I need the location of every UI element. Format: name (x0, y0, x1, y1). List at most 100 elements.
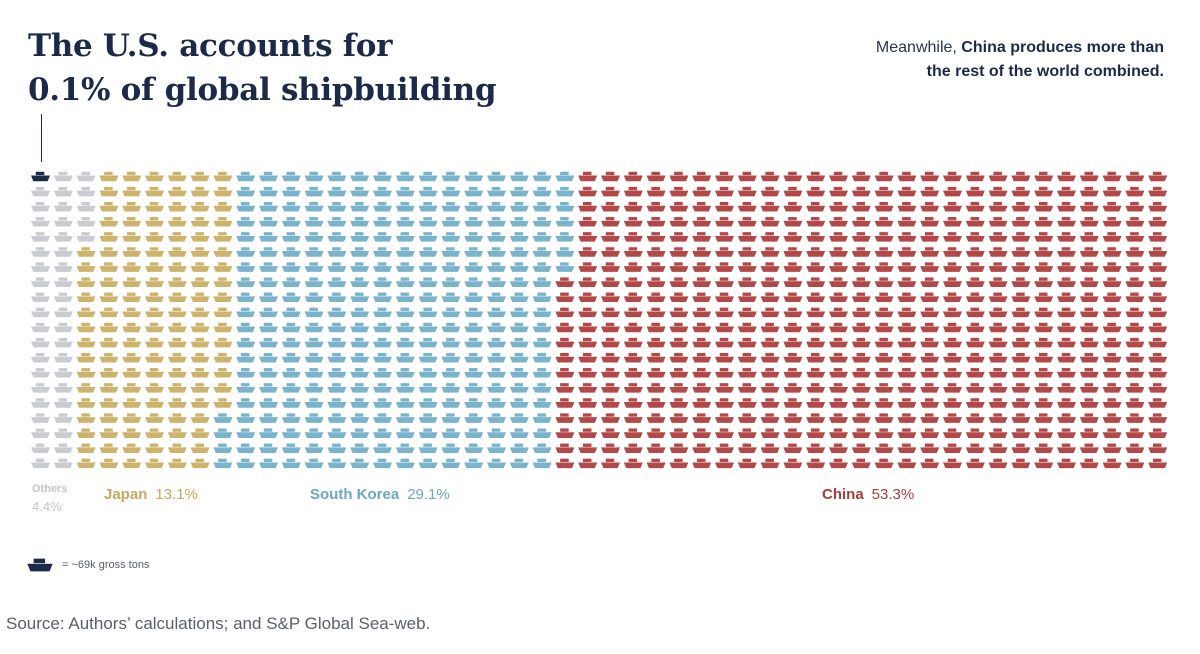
ship-cell-south-korea (350, 428, 370, 438)
ship-cell-china (601, 413, 620, 423)
ship-cell-china (601, 277, 620, 287)
ship-cell-china (578, 413, 598, 423)
ship-cell-others (53, 217, 73, 227)
ship-cell-south-korea (236, 398, 256, 408)
ship-cell-china (1102, 171, 1122, 182)
ship-cell-china (1148, 217, 1168, 227)
ship-cell-japan (76, 383, 96, 393)
ship-cell-south-korea (395, 428, 415, 438)
ship-cell-japan (190, 307, 210, 318)
ship-cell-japan (76, 277, 96, 287)
ship-cell-south-korea (509, 217, 529, 227)
ship-cell-south-korea (532, 171, 552, 182)
ship-cell-japan (213, 232, 233, 242)
ship-cell-china (1148, 428, 1168, 438)
ship-cell-china (737, 337, 757, 348)
ship-cell-china (920, 428, 940, 438)
ship-cell-japan (145, 352, 164, 363)
ship-cell-china (1079, 217, 1099, 227)
ship-cell-china (806, 262, 826, 272)
us-pointer-line (41, 114, 42, 162)
ship-cell-china (1125, 352, 1145, 363)
ship-cell-japan (99, 352, 119, 363)
ship-cell-china (1148, 262, 1168, 272)
ship-cell-china (601, 186, 620, 197)
ship-cell-china (1148, 352, 1168, 363)
ship-cell-others (53, 247, 73, 257)
ship-cell-china (601, 262, 620, 272)
ship-cell-china (1034, 277, 1054, 287)
ship-cell-china (965, 171, 985, 182)
ship-cell-south-korea (281, 201, 301, 212)
ship-cell-china (1102, 352, 1122, 363)
ship-cell-china (1148, 247, 1168, 257)
ship-cell-china (874, 292, 894, 303)
ship-cell-china (1057, 352, 1076, 363)
ship-cell-china (715, 352, 734, 363)
ship-cell-china (692, 413, 712, 423)
ship-cell-south-korea (304, 186, 324, 197)
ship-cell-china (1079, 383, 1099, 393)
ship-cell-china (829, 368, 848, 378)
ship-cell-south-korea (418, 232, 438, 242)
ship-cell-china (920, 368, 940, 378)
chart-title: The U.S. accounts for 0.1% of global shi… (28, 24, 497, 112)
ship-cell-china (1125, 171, 1145, 182)
ship-cell-south-korea (441, 171, 461, 182)
ship-cell-china (555, 428, 575, 438)
ship-cell-china (737, 307, 757, 318)
ship-cell-china (692, 186, 712, 197)
ship-cell-china (1079, 368, 1099, 378)
ship-cell-south-korea (281, 428, 301, 438)
ship-cell-south-korea (441, 337, 461, 348)
note-bold: China produces more than the rest of the… (926, 39, 1164, 80)
ship-cell-china (578, 186, 598, 197)
ship-cell-china (715, 232, 734, 242)
ship-cell-china (920, 398, 940, 408)
ship-cell-china (692, 232, 712, 242)
ship-cell-china (988, 352, 1008, 363)
legend-japan: Japan 13.1% (104, 486, 198, 503)
ship-cell-south-korea (464, 337, 484, 348)
ship-cell-china (920, 232, 940, 242)
japan-pct: 13.1% (155, 486, 198, 503)
ship-cell-china (1102, 443, 1122, 454)
ship-cell-china (1102, 247, 1122, 257)
ship-cell-china (646, 201, 666, 212)
ship-cell-south-korea (327, 428, 347, 438)
ship-cell-china (555, 277, 575, 287)
ship-cell-south-korea (373, 352, 392, 363)
ship-cell-china (578, 443, 598, 454)
ship-cell-south-korea (350, 443, 370, 454)
ship-cell-japan (99, 383, 119, 393)
ship-cell-china (988, 262, 1008, 272)
ship-cell-south-korea (464, 171, 484, 182)
ship-cell-china (943, 443, 962, 454)
ship-cell-china (692, 352, 712, 363)
ship-cell-south-korea (395, 262, 415, 272)
ship-cell-japan (213, 352, 233, 363)
ship-cell-china (737, 458, 757, 469)
ship-cell-china (623, 428, 643, 438)
ship-cell-japan (122, 368, 142, 378)
ship-cell-china (1057, 307, 1076, 318)
ship-cell-south-korea (487, 413, 506, 423)
ship-cell-china (760, 277, 780, 287)
ship-cell-china (806, 171, 826, 182)
ship-cell-china (1079, 413, 1099, 423)
ship-cell-china (1148, 186, 1168, 197)
ship-cell-china (897, 186, 917, 197)
ship-cell-china (965, 443, 985, 454)
ship-cell-china (988, 186, 1008, 197)
ship-cell-china (1148, 201, 1168, 212)
ship-cell-south-korea (464, 201, 484, 212)
ship-cell-china (965, 368, 985, 378)
ship-cell-china (1102, 383, 1122, 393)
ship-cell-china (806, 413, 826, 423)
ship-cell-japan (167, 186, 187, 197)
ship-cell-china (806, 232, 826, 242)
ship-cell-south-korea (259, 292, 278, 303)
ship-cell-japan (145, 247, 164, 257)
ship-cell-china (897, 217, 917, 227)
ship-cell-china (1102, 217, 1122, 227)
